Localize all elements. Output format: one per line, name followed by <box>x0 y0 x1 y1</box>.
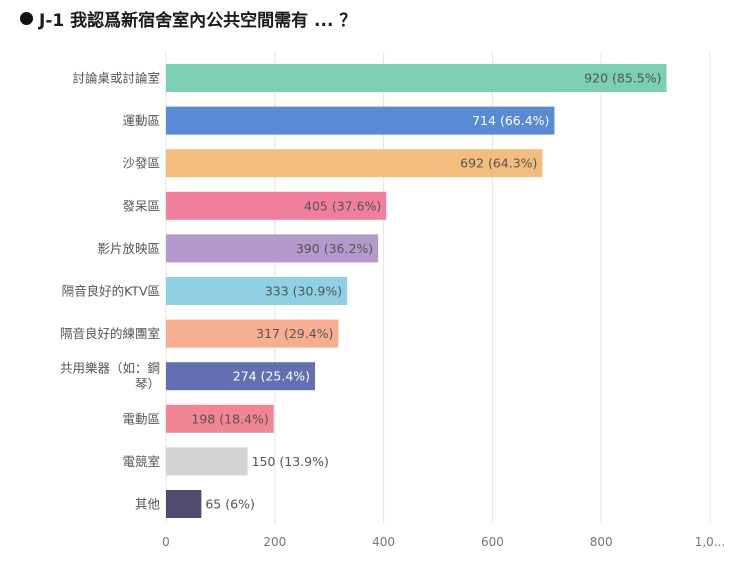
category-label: 共用樂器（如：鋼琴） <box>60 361 160 392</box>
category-label: 影片放映區 <box>97 241 160 256</box>
bar <box>166 191 387 220</box>
category-label: 發呆區 <box>122 198 160 213</box>
chart-title-row: J-1 我認爲新宿舍室內公共空間需有 ... ？ <box>20 4 356 32</box>
data-label: 150 (13.9%) <box>252 454 329 469</box>
category-label: 討論桌或討論室 <box>72 71 160 86</box>
data-label: 714 (66.4%) <box>472 113 549 128</box>
bar <box>166 362 316 391</box>
data-label: 333 (30.9%) <box>265 284 342 299</box>
x-tick-label: 400 <box>372 535 395 549</box>
bar <box>166 490 202 518</box>
bar <box>166 149 543 178</box>
category-label: 運動區 <box>122 113 160 128</box>
category-label: 電動區 <box>122 411 160 426</box>
bar <box>166 64 667 92</box>
data-label: 920 (85.5%) <box>584 71 661 86</box>
x-tick-label: 0 <box>162 535 170 549</box>
x-tick-label: 1,0... <box>695 535 726 549</box>
data-label: 198 (18.4%) <box>191 411 268 426</box>
bar <box>166 404 274 433</box>
data-label: 405 (37.6%) <box>304 198 381 213</box>
category-label: 沙發區 <box>122 156 160 171</box>
category-label: 其他 <box>135 497 161 512</box>
data-label: 692 (64.3%) <box>460 156 537 171</box>
category-label: 隔音良好的KTV區 <box>62 284 160 299</box>
data-label: 274 (25.4%) <box>233 369 310 384</box>
bar <box>166 319 339 348</box>
data-label: 65 (6%) <box>205 497 254 512</box>
bar <box>166 447 248 476</box>
data-label: 317 (29.4%) <box>256 326 333 341</box>
bar <box>166 234 379 263</box>
data-label: 390 (36.2%) <box>296 241 373 256</box>
bullet-dot-icon <box>20 11 33 25</box>
x-tick-label: 600 <box>481 535 504 549</box>
category-label: 電競室 <box>122 454 160 469</box>
bar <box>166 277 348 305</box>
category-label: 隔音良好的練團室 <box>60 326 160 341</box>
x-tick-label: 200 <box>263 535 286 549</box>
chart-title: J-1 我認爲新宿舍室內公共空間需有 ... ？ <box>39 10 357 31</box>
x-tick-label: 800 <box>590 535 613 549</box>
bar <box>166 106 555 135</box>
